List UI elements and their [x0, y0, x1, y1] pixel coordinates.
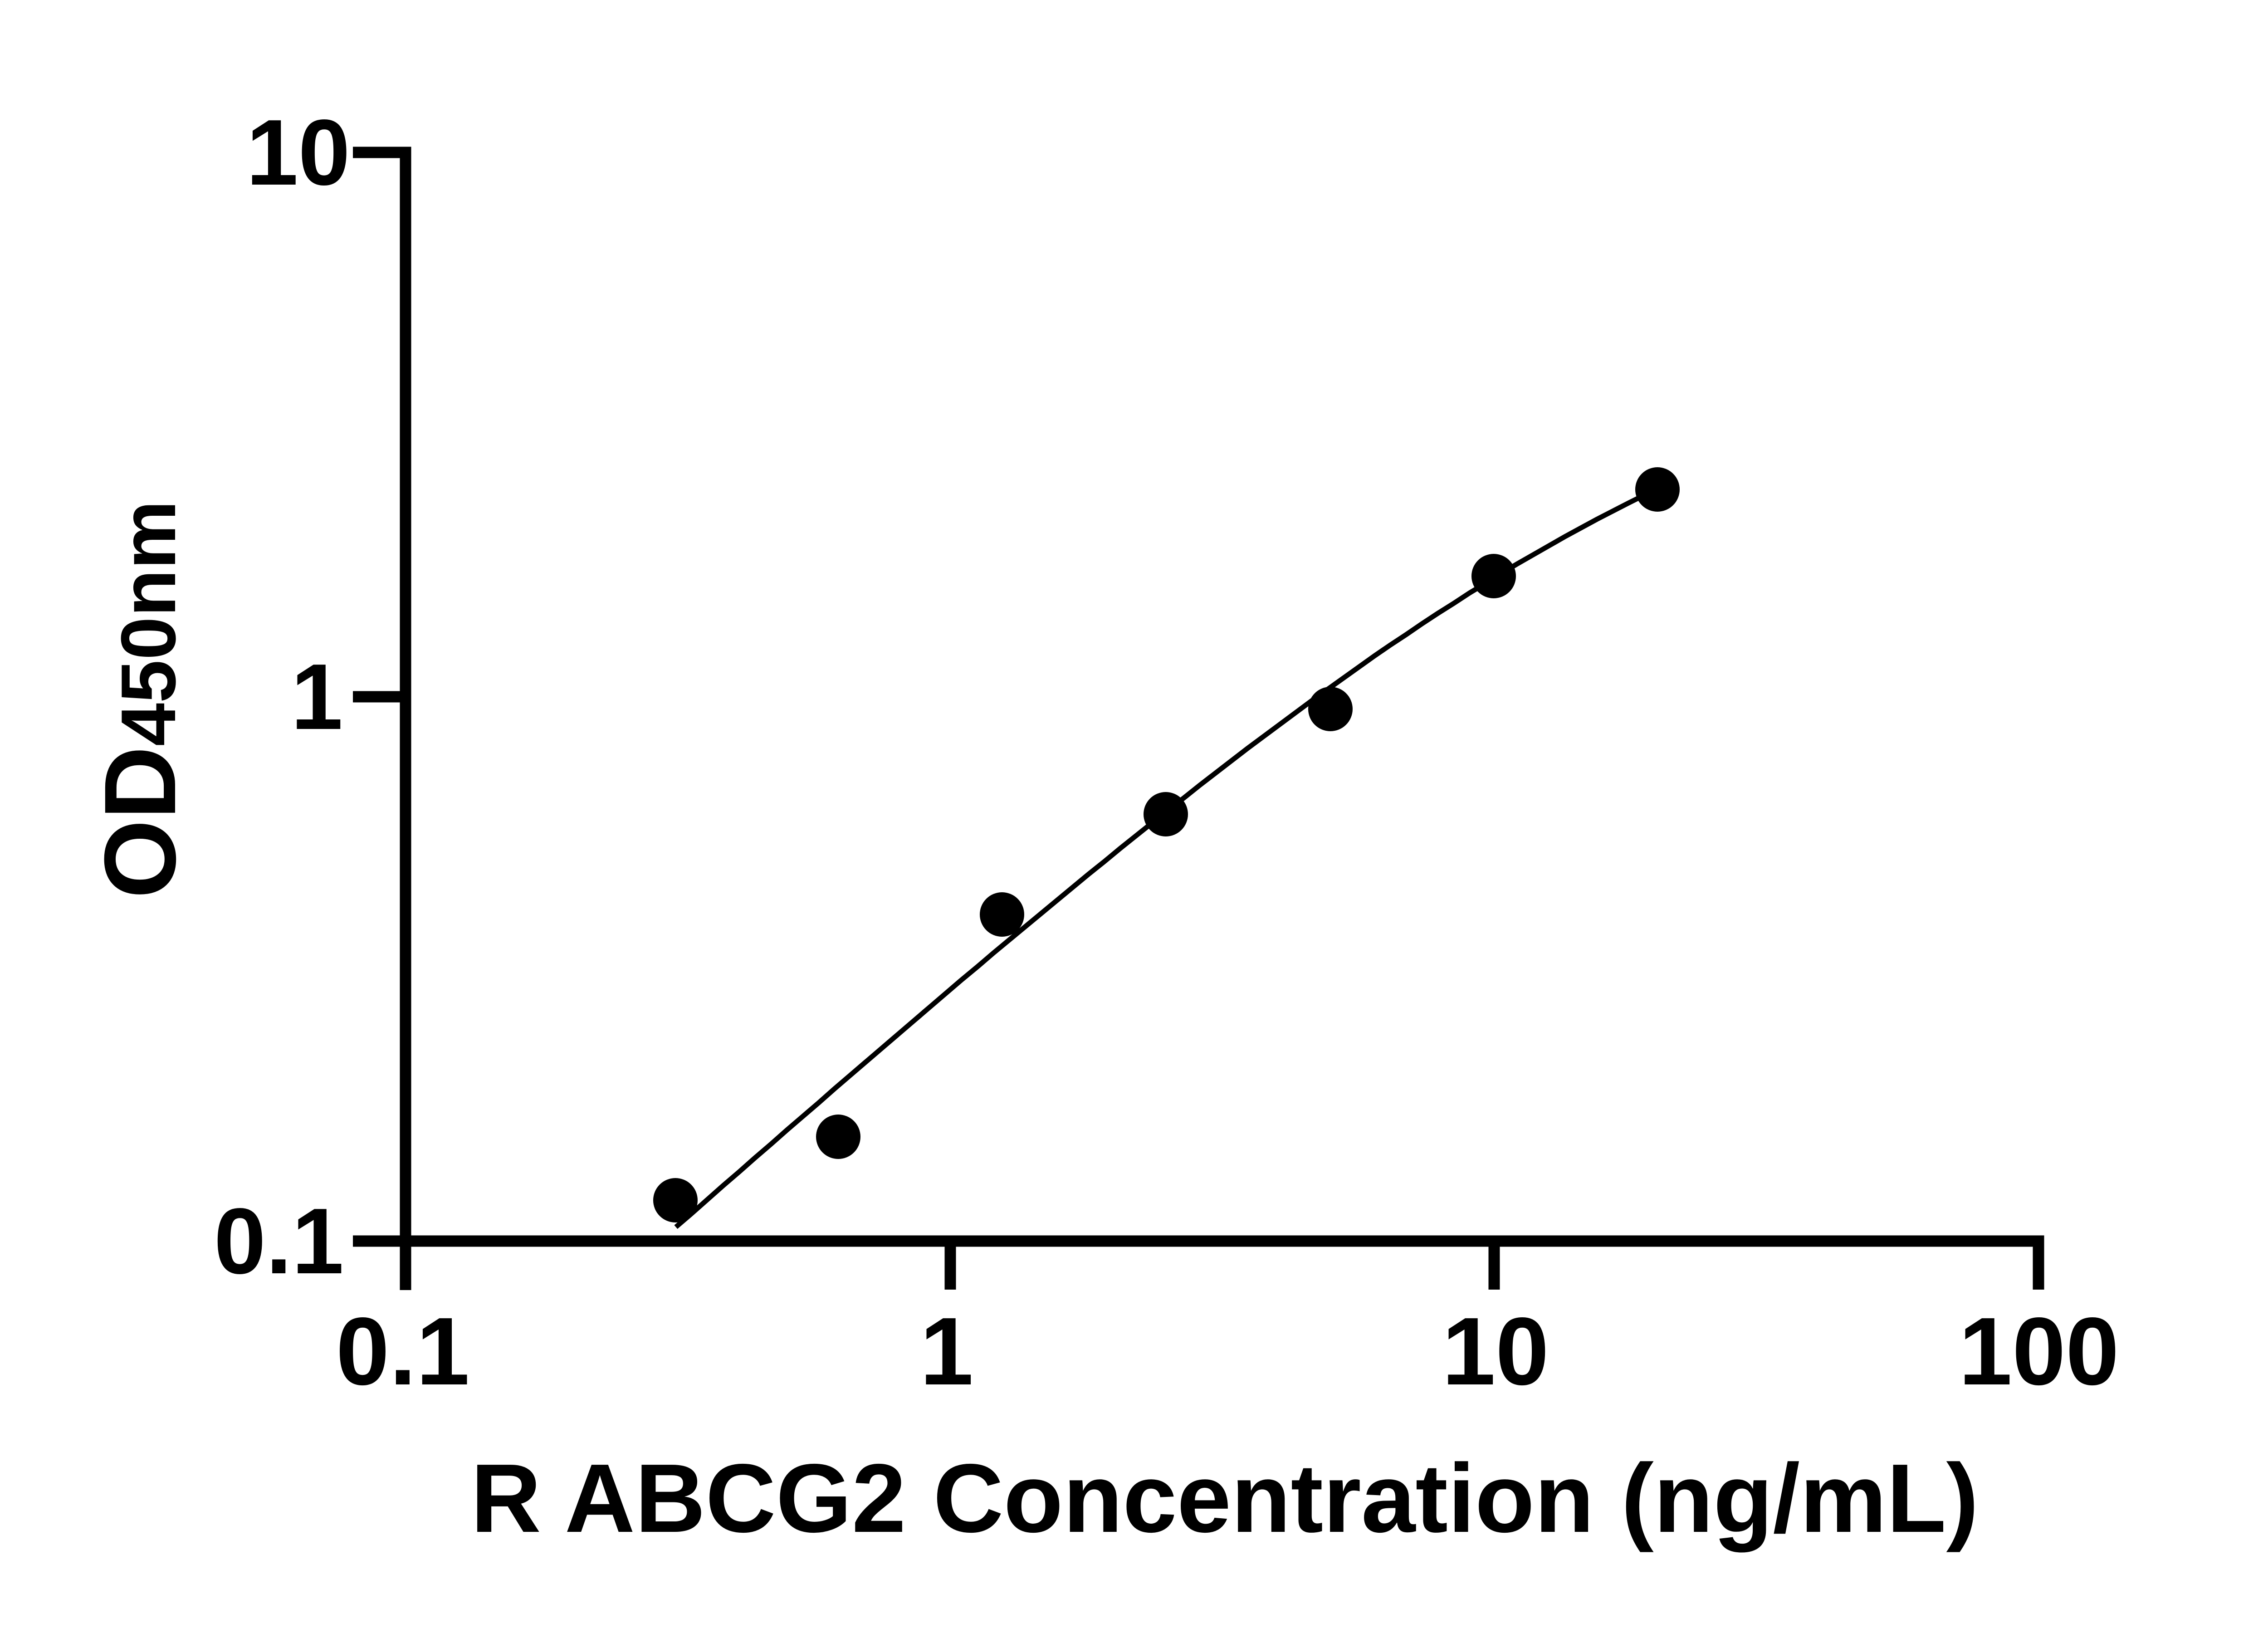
svg-text:1: 1	[920, 1297, 973, 1405]
svg-text:R ABCG2 Concentration (ng/mL): R ABCG2 Concentration (ng/mL)	[471, 1443, 1979, 1553]
svg-text:1: 1	[291, 645, 343, 749]
svg-text:0.1: 0.1	[214, 1189, 344, 1293]
svg-text:100: 100	[1959, 1297, 2119, 1405]
svg-text:0.1: 0.1	[336, 1297, 470, 1405]
svg-text:10: 10	[1442, 1297, 1549, 1405]
svg-text:10: 10	[246, 100, 350, 205]
svg-text:OD450nm: OD450nm	[83, 500, 197, 899]
